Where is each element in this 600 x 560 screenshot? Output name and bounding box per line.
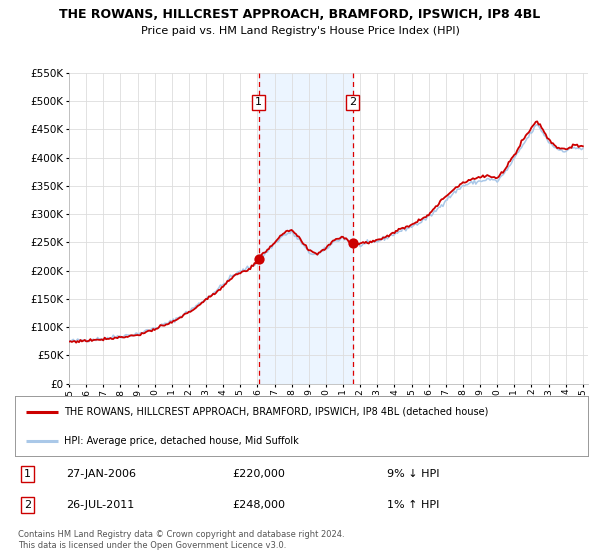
Text: 1: 1 — [24, 469, 31, 479]
Text: 26-JUL-2011: 26-JUL-2011 — [67, 500, 135, 510]
Text: 27-JAN-2006: 27-JAN-2006 — [67, 469, 137, 479]
Text: £248,000: £248,000 — [233, 500, 286, 510]
Text: 1% ↑ HPI: 1% ↑ HPI — [388, 500, 440, 510]
Text: THE ROWANS, HILLCREST APPROACH, BRAMFORD, IPSWICH, IP8 4BL (detached house): THE ROWANS, HILLCREST APPROACH, BRAMFORD… — [64, 407, 488, 417]
Point — [254, 255, 263, 264]
Text: THE ROWANS, HILLCREST APPROACH, BRAMFORD, IPSWICH, IP8 4BL: THE ROWANS, HILLCREST APPROACH, BRAMFORD… — [59, 8, 541, 21]
Text: 2: 2 — [349, 97, 356, 108]
Point — [348, 239, 358, 248]
Text: HPI: Average price, detached house, Mid Suffolk: HPI: Average price, detached house, Mid … — [64, 436, 298, 446]
Text: 2: 2 — [24, 500, 31, 510]
Text: 1: 1 — [255, 97, 262, 108]
Bar — [259, 73, 353, 384]
Text: Price paid vs. HM Land Registry's House Price Index (HPI): Price paid vs. HM Land Registry's House … — [140, 26, 460, 36]
Text: 9% ↓ HPI: 9% ↓ HPI — [388, 469, 440, 479]
Text: Contains HM Land Registry data © Crown copyright and database right 2024.: Contains HM Land Registry data © Crown c… — [18, 530, 344, 539]
Text: This data is licensed under the Open Government Licence v3.0.: This data is licensed under the Open Gov… — [18, 541, 286, 550]
Text: £220,000: £220,000 — [233, 469, 286, 479]
